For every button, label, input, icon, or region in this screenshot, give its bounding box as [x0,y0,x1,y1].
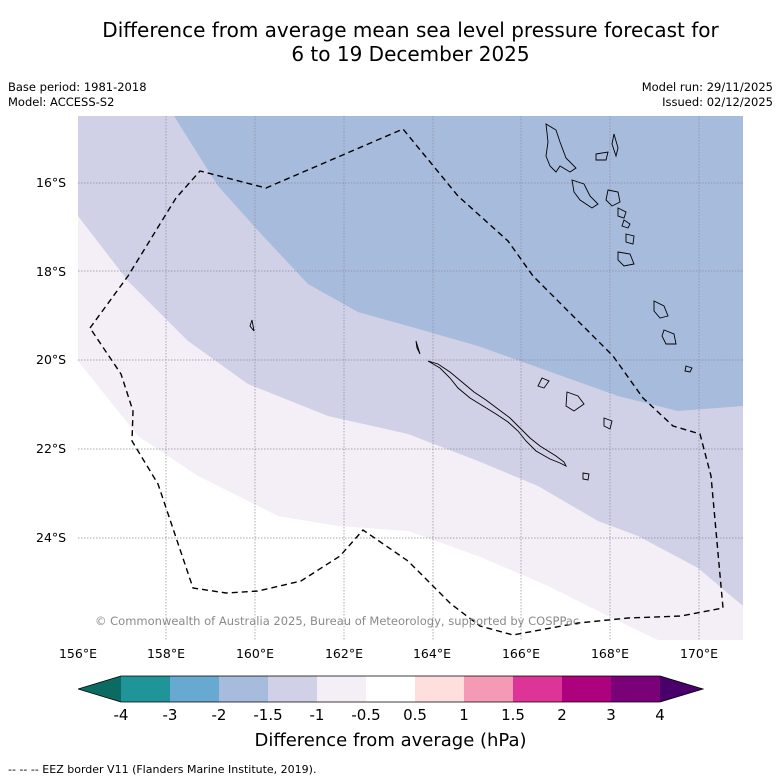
colorbar-seg-11 [611,676,660,702]
cb-tick: 0.5 [403,706,427,724]
colorbar-seg-8 [464,676,513,702]
loyalty-islands-1 [537,377,550,389]
lon-label-156e: 156°E [58,646,97,661]
copyright-notice: © Commonwealth of Australia 2025, Bureau… [95,614,580,628]
lat-label-20s: 20°S [36,352,67,367]
issued-date: Issued: 02/12/2025 [662,95,773,109]
coastlines [249,123,693,481]
colorbar [76,675,705,707]
band-minus-1-5 [174,116,743,411]
vanuatu-espiritu-santo [545,123,577,173]
vanuatu-ambrym [605,189,621,207]
colorbar-svg [76,675,705,703]
vanuatu-malakula [571,179,599,209]
chart-title: Difference from average mean sea level p… [40,18,781,66]
title-line-1: Difference from average mean sea level p… [102,18,719,42]
colorbar-seg-6 [366,676,415,702]
cb-tick: 1 [459,706,469,724]
cb-tick: -1.5 [253,706,283,724]
graticule [78,116,743,640]
eez-border [89,128,724,636]
colorbar-seg-10 [562,676,611,702]
lon-label-168e: 168°E [590,646,629,661]
lon-label-170e: 170°E [679,646,718,661]
southern-islet [582,472,590,481]
colorbar-seg-5 [317,676,366,702]
vanuatu-efate [625,233,635,245]
loyalty-islands-2 [565,391,585,412]
islet-east [684,365,693,373]
cb-tick: -1 [309,706,325,724]
cb-tick: 1.5 [501,706,525,724]
lat-label-24s: 24°S [36,530,67,545]
lat-label-18s: 18°S [36,264,67,279]
vanuatu-epi [617,207,627,219]
model-name: Model: ACCESS-S2 [8,95,115,109]
cb-tick: -3 [162,706,178,724]
vanuatu-shepherds [621,219,631,229]
map-svg [78,116,743,640]
lon-label-160e: 160°E [235,646,274,661]
colorbar-extend-low [78,676,121,702]
meta-right: Model run: 29/11/2025 Issued: 02/12/2025 [642,80,773,110]
vanuatu-tanna [653,300,669,319]
new-caledonia-coast [427,360,568,468]
lat-label-16s: 16°S [36,175,67,190]
lat-label-22s: 22°S [36,441,67,456]
vanuatu-pentecost [611,133,619,158]
map-panel [78,116,743,640]
colorbar-seg-4 [268,676,317,702]
model-run: Model run: 29/11/2025 [641,80,773,94]
cb-tick: 2 [557,706,567,724]
islet [415,340,421,355]
colorbar-outline [76,675,705,703]
colorbar-seg-9 [513,676,562,702]
cb-tick: -2 [211,706,227,724]
lon-label-162e: 162°E [324,646,363,661]
cb-tick: -4 [113,706,129,724]
lon-label-158e: 158°E [146,646,185,661]
cb-tick: 4 [655,706,665,724]
colorbar-extend-high [660,676,703,702]
vanuatu-erromango [617,251,635,267]
colorbar-seg-3 [219,676,268,702]
lon-label-166e: 166°E [501,646,540,661]
cb-tick: -0.5 [351,706,381,724]
lon-label-164e: 164°E [412,646,451,661]
meta-left: Base period: 1981-2018 Model: ACCESS-S2 [8,80,147,110]
chesterfield-islet [249,319,255,332]
base-period: Base period: 1981-2018 [8,80,147,94]
colorbar-seg-7 [415,676,464,702]
colorbar-label: Difference from average (hPa) [254,730,527,751]
cb-tick: 3 [606,706,616,724]
vanuatu-maewo [595,151,609,161]
colorbar-seg-2 [170,676,219,702]
title-line-2: 6 to 19 December 2025 [291,42,530,66]
colorbar-seg-1 [121,676,170,702]
loyalty-islands-3 [603,417,613,430]
vanuatu-aneityum [661,329,677,345]
eez-footnote: -- -- -- EEZ border V11 (Flanders Marine… [8,763,317,776]
